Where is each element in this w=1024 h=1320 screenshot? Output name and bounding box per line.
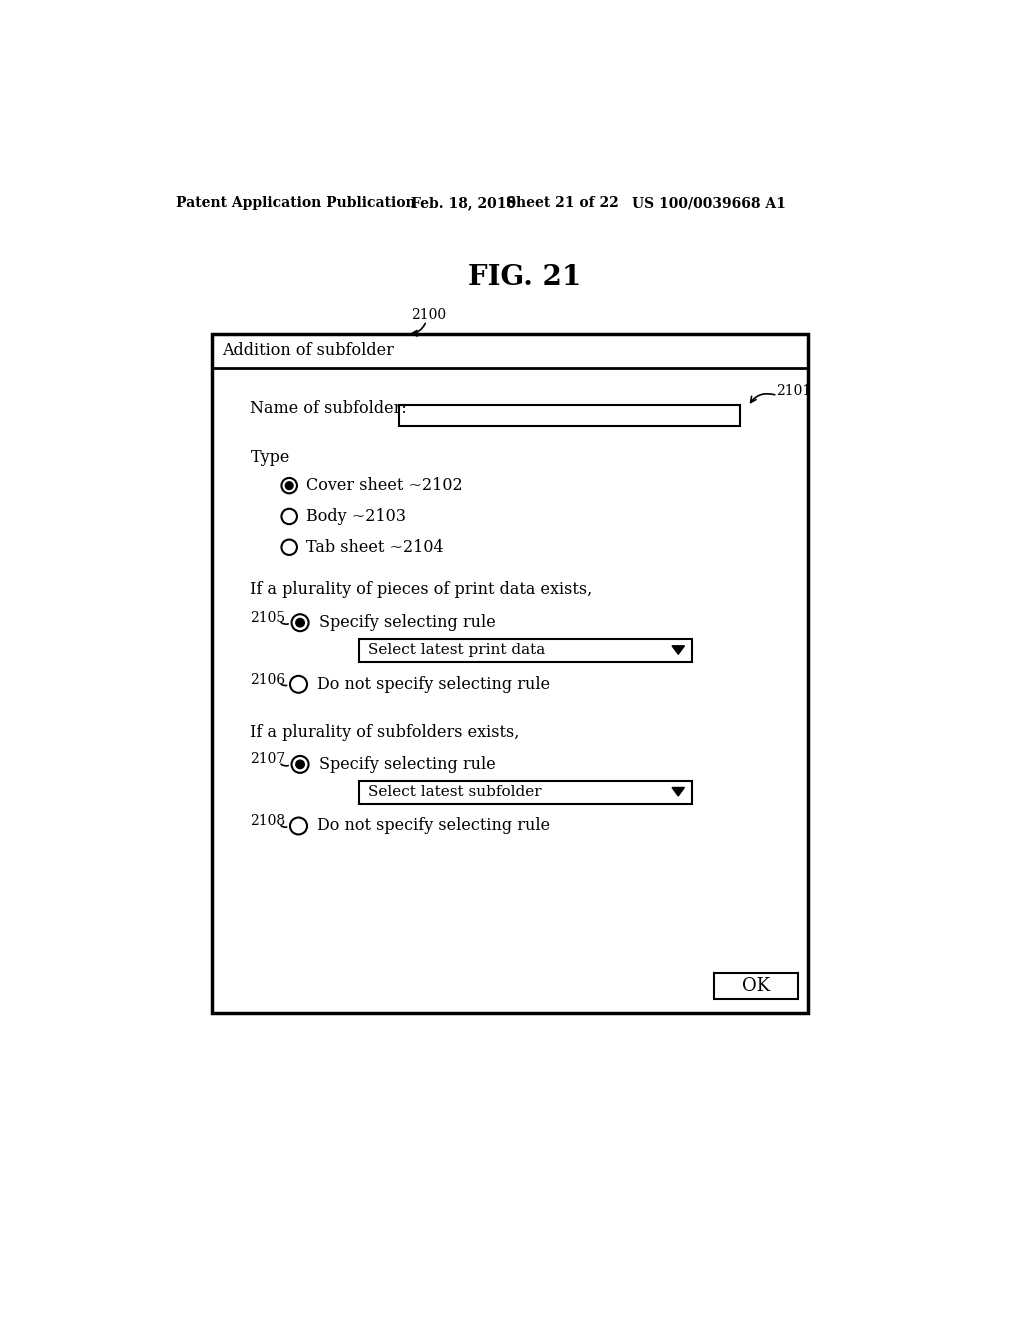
Text: Do not specify selecting rule: Do not specify selecting rule (317, 676, 550, 693)
Text: Type: Type (251, 449, 290, 466)
Text: Name of subfolder:: Name of subfolder: (251, 400, 408, 417)
Text: Specify selecting rule: Specify selecting rule (318, 756, 496, 774)
Text: 2108: 2108 (251, 813, 286, 828)
Text: Tab sheet ~2104: Tab sheet ~2104 (306, 539, 443, 556)
Text: Sheet 21 of 22: Sheet 21 of 22 (506, 197, 618, 210)
Text: OK: OK (741, 977, 770, 995)
Circle shape (286, 482, 293, 490)
Text: 2105: 2105 (251, 611, 286, 626)
Text: 2101: 2101 (776, 384, 811, 397)
Bar (714, 973, 798, 999)
Polygon shape (672, 788, 684, 796)
Text: Select latest subfolder: Select latest subfolder (369, 785, 542, 799)
Text: If a plurality of pieces of print data exists,: If a plurality of pieces of print data e… (251, 581, 593, 598)
Text: Feb. 18, 2010: Feb. 18, 2010 (411, 197, 516, 210)
Bar (359, 780, 692, 804)
Bar (399, 405, 740, 426)
Text: 2100: 2100 (412, 308, 446, 322)
Text: FIG. 21: FIG. 21 (468, 264, 582, 292)
Text: Cover sheet ~2102: Cover sheet ~2102 (306, 477, 463, 494)
Circle shape (296, 619, 304, 627)
Text: If a plurality of subfolders exists,: If a plurality of subfolders exists, (251, 723, 520, 741)
Text: Specify selecting rule: Specify selecting rule (318, 614, 496, 631)
Text: Do not specify selecting rule: Do not specify selecting rule (317, 817, 550, 834)
Text: 2106: 2106 (251, 673, 286, 686)
Text: 2107: 2107 (251, 752, 286, 766)
Bar (359, 639, 692, 663)
Text: US 100/0039668 A1: US 100/0039668 A1 (632, 197, 785, 210)
Text: Patent Application Publication: Patent Application Publication (176, 197, 416, 210)
Text: Select latest print data: Select latest print data (369, 643, 546, 657)
Text: Body ~2103: Body ~2103 (306, 508, 407, 525)
Bar (212, 334, 809, 1014)
Text: Addition of subfolder: Addition of subfolder (222, 342, 394, 359)
Polygon shape (672, 645, 684, 655)
Circle shape (296, 760, 304, 768)
